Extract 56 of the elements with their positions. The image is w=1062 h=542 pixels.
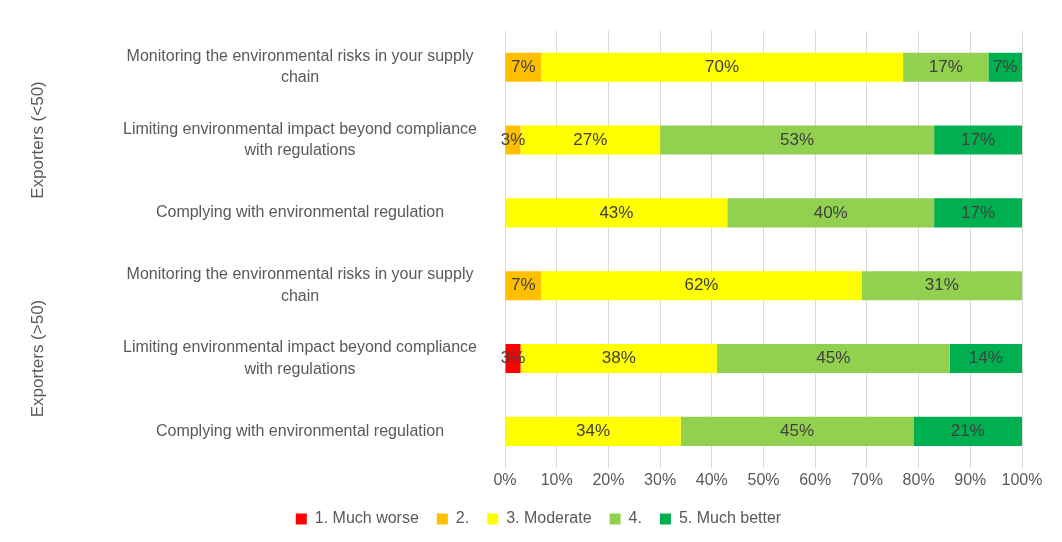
data-label: 38% [601,348,636,368]
data-label: 62% [684,275,719,295]
x-tick-label: 90% [954,470,987,488]
bar [716,343,950,374]
x-tick-label: 0% [493,470,517,488]
data-label: 45% [816,348,851,368]
bar [727,198,935,228]
data-label: 14% [968,348,1003,368]
x-tick-label: 20% [592,470,625,488]
data-label: 27% [573,129,608,149]
bar [934,198,1022,228]
y-tick-label: Complying with environmental regulation [155,203,445,221]
x-tick-label: 100% [1001,470,1043,488]
y-tick-label: Monitoring the environmental risks in your supply chain [126,46,474,86]
x-tick-label: 50% [747,470,780,488]
data-label: 34% [576,421,611,441]
legend-label: 4. [628,509,642,527]
data-label: 17% [928,56,963,76]
bar [541,271,862,301]
y-tick-label: Limiting environmental impact beyond compliance with regulations [123,338,478,377]
x-tick-label: 40% [695,470,728,488]
bar [903,52,989,82]
bar [913,416,1022,446]
data-label: 17% [961,202,996,222]
x-tick-label: 60% [799,470,832,488]
bar [680,416,914,446]
data-label: 40% [813,202,848,222]
text: Exporters (>50) [27,299,47,418]
x-tick-label: 80% [902,470,935,488]
y-tick-label: Complying with environmental regulation [155,421,445,439]
bar [861,271,1022,301]
data-label: 7% [511,275,536,295]
data-label: 21% [950,421,985,441]
bar [541,52,904,82]
x-tick-label: 70% [850,470,883,488]
data-label: 31% [924,275,959,295]
y-tick-label: Monitoring the environmental risks in your supply chain [126,265,474,304]
bar [505,198,728,228]
data-label: 7% [511,56,536,76]
text: Exporters (<50) [27,81,47,199]
x-tick-label: 10% [540,470,573,488]
legend-label: 1. Much worse [314,509,419,527]
legend-label: 5. Much better [678,509,782,527]
bar [934,125,1022,155]
data-label: 70% [705,56,740,76]
x-tick-label: 30% [644,470,677,488]
legend-label: 2. [455,509,470,527]
data-label: 17% [961,129,996,149]
data-label: 45% [780,421,815,441]
data-label: 43% [599,202,634,222]
bar [505,416,681,446]
data-label: 7% [992,56,1018,76]
y-tick-label: Limiting environmental impact beyond compliance with regulations [123,119,478,159]
bar [660,125,935,155]
data-label: 53% [780,129,815,149]
legend-label: 3. Moderate [506,509,592,527]
